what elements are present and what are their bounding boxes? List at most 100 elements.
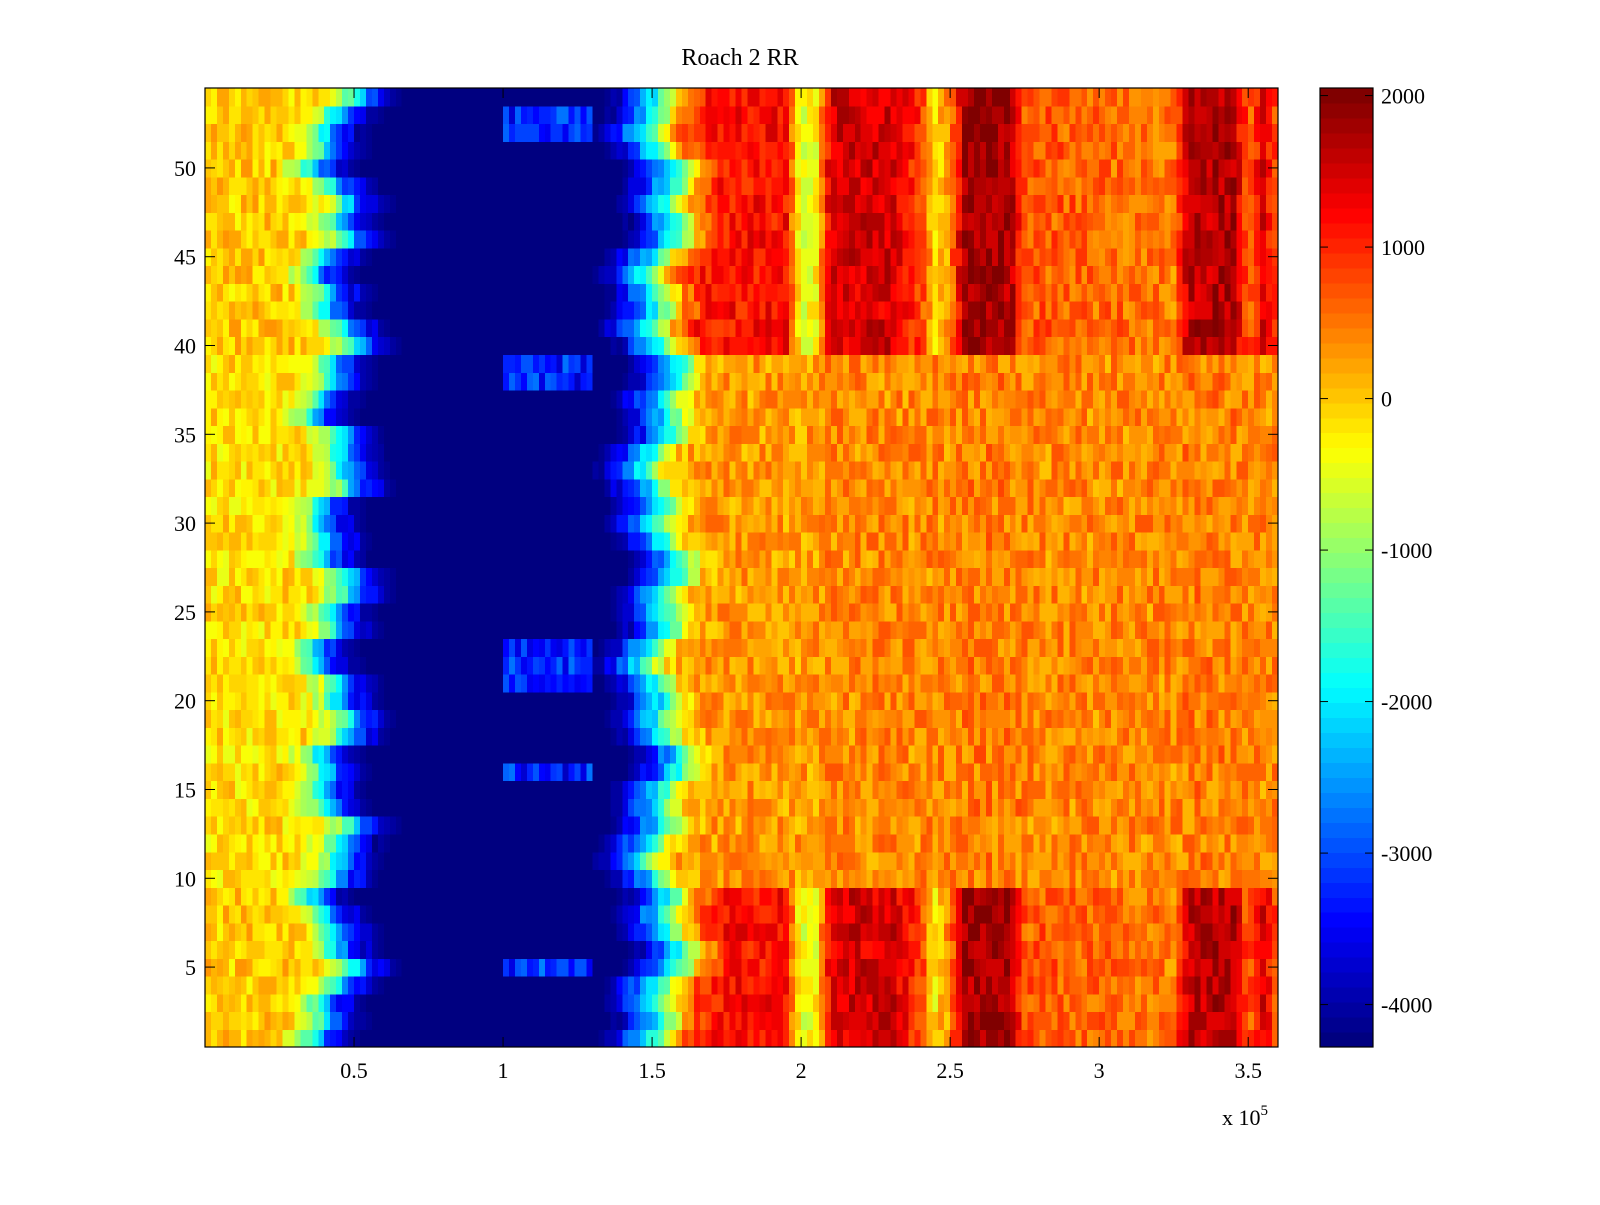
heatmap-cell: [413, 674, 421, 693]
heatmap-cell: [842, 674, 850, 693]
heatmap-cell: [216, 549, 224, 569]
heatmap-cell: [669, 1029, 677, 1048]
heatmap-cell: [449, 567, 456, 586]
heatmap-cell: [646, 851, 653, 871]
heatmap-cell: [890, 674, 898, 693]
heatmap-cell: [711, 975, 719, 995]
heatmap-cell: [669, 869, 677, 888]
heatmap-cell: [759, 904, 766, 924]
heatmap-cell: [365, 798, 373, 817]
heatmap-cell: [1188, 887, 1196, 906]
heatmap-cell: [437, 638, 445, 657]
heatmap-cell: [1081, 674, 1088, 693]
heatmap-cell: [288, 993, 296, 1013]
heatmap-cell: [395, 993, 403, 1013]
heatmap-cell: [1236, 567, 1243, 586]
heatmap-cell: [795, 993, 802, 1013]
heatmap-cell: [681, 1011, 689, 1030]
heatmap-cell: [1200, 780, 1208, 799]
heatmap-cell: [532, 851, 540, 871]
heatmap-cell: [830, 762, 838, 782]
heatmap-cell: [735, 851, 743, 871]
heatmap-cell: [1081, 745, 1088, 764]
heatmap-cell: [610, 638, 617, 657]
heatmap-cell: [401, 869, 409, 888]
heatmap-cell: [395, 1011, 403, 1030]
heatmap-cell: [1123, 585, 1130, 604]
heatmap-cell: [324, 762, 331, 782]
heatmap-cell: [777, 798, 784, 817]
heatmap-cell: [1039, 1029, 1047, 1048]
heatmap-cell: [365, 904, 373, 924]
heatmap-cell: [1015, 762, 1023, 782]
heatmap-cell: [854, 940, 862, 959]
heatmap-cell: [348, 780, 355, 799]
heatmap-cell: [383, 549, 391, 569]
heatmap-cell: [622, 620, 629, 640]
heatmap-cell: [884, 887, 892, 906]
heatmap-cell: [854, 709, 862, 728]
heatmap-cell: [1152, 975, 1160, 995]
heatmap-cell: [681, 691, 689, 711]
heatmap-cell: [455, 674, 462, 693]
heatmap-cell: [1021, 904, 1029, 924]
heatmap-cell: [842, 709, 850, 728]
heatmap-cell: [896, 603, 904, 622]
heatmap-cell: [455, 851, 462, 871]
heatmap-cell: [1260, 745, 1267, 764]
heatmap-cell: [711, 585, 719, 604]
heatmap-cell: [938, 567, 945, 586]
heatmap-cell: [801, 922, 808, 942]
heatmap-cell: [610, 975, 617, 995]
heatmap-cell: [705, 674, 713, 693]
heatmap-cell: [860, 762, 868, 782]
heatmap-cell: [842, 780, 850, 799]
heatmap-cell: [807, 922, 814, 942]
heatmap-cell: [664, 567, 671, 586]
heatmap-cell: [860, 798, 868, 817]
heatmap-cell: [1254, 975, 1261, 995]
heatmap-cell: [1057, 762, 1064, 782]
heatmap-cell: [288, 869, 296, 888]
heatmap-cell: [1152, 869, 1160, 888]
heatmap-cell: [1069, 940, 1076, 959]
heatmap-cell: [1009, 833, 1017, 853]
heatmap-cell: [795, 816, 802, 835]
heatmap-cell: [1057, 745, 1064, 764]
heatmap-cell: [1206, 585, 1214, 604]
heatmap-cell: [1087, 1011, 1094, 1030]
heatmap-cell: [312, 833, 319, 853]
heatmap-cell: [598, 887, 605, 906]
heatmap-cell: [777, 727, 784, 746]
heatmap-cell: [890, 745, 898, 764]
heatmap-cell: [1063, 993, 1070, 1013]
heatmap-cell: [509, 1029, 516, 1048]
heatmap-cell: [544, 745, 552, 764]
heatmap-cell: [813, 940, 820, 959]
heatmap-cell: [1254, 567, 1261, 586]
heatmap-cell: [473, 816, 480, 835]
heatmap-cell: [991, 727, 999, 746]
heatmap-cell: [753, 549, 760, 569]
heatmap-cell: [324, 691, 331, 711]
heatmap-cell: [425, 798, 433, 817]
heatmap-cell: [1182, 585, 1190, 604]
heatmap-cell: [1212, 833, 1219, 853]
heatmap-cell: [228, 762, 236, 782]
heatmap-cell: [687, 709, 695, 728]
heatmap-cell: [884, 851, 892, 871]
heatmap-cell: [1170, 585, 1178, 604]
heatmap-cell: [205, 567, 212, 586]
heatmap-cell: [914, 780, 921, 799]
heatmap-cell: [306, 816, 313, 835]
heatmap-cell: [1164, 975, 1172, 995]
heatmap-cell: [1266, 709, 1273, 728]
heatmap-cell: [1123, 709, 1130, 728]
heatmap-cell: [1093, 638, 1100, 657]
heatmap-cell: [240, 975, 248, 995]
heatmap-cell: [771, 691, 778, 711]
heatmap-cell: [252, 851, 260, 871]
heatmap-cell: [210, 851, 218, 871]
heatmap-cell: [228, 567, 236, 586]
heatmap-cell: [1254, 691, 1261, 711]
